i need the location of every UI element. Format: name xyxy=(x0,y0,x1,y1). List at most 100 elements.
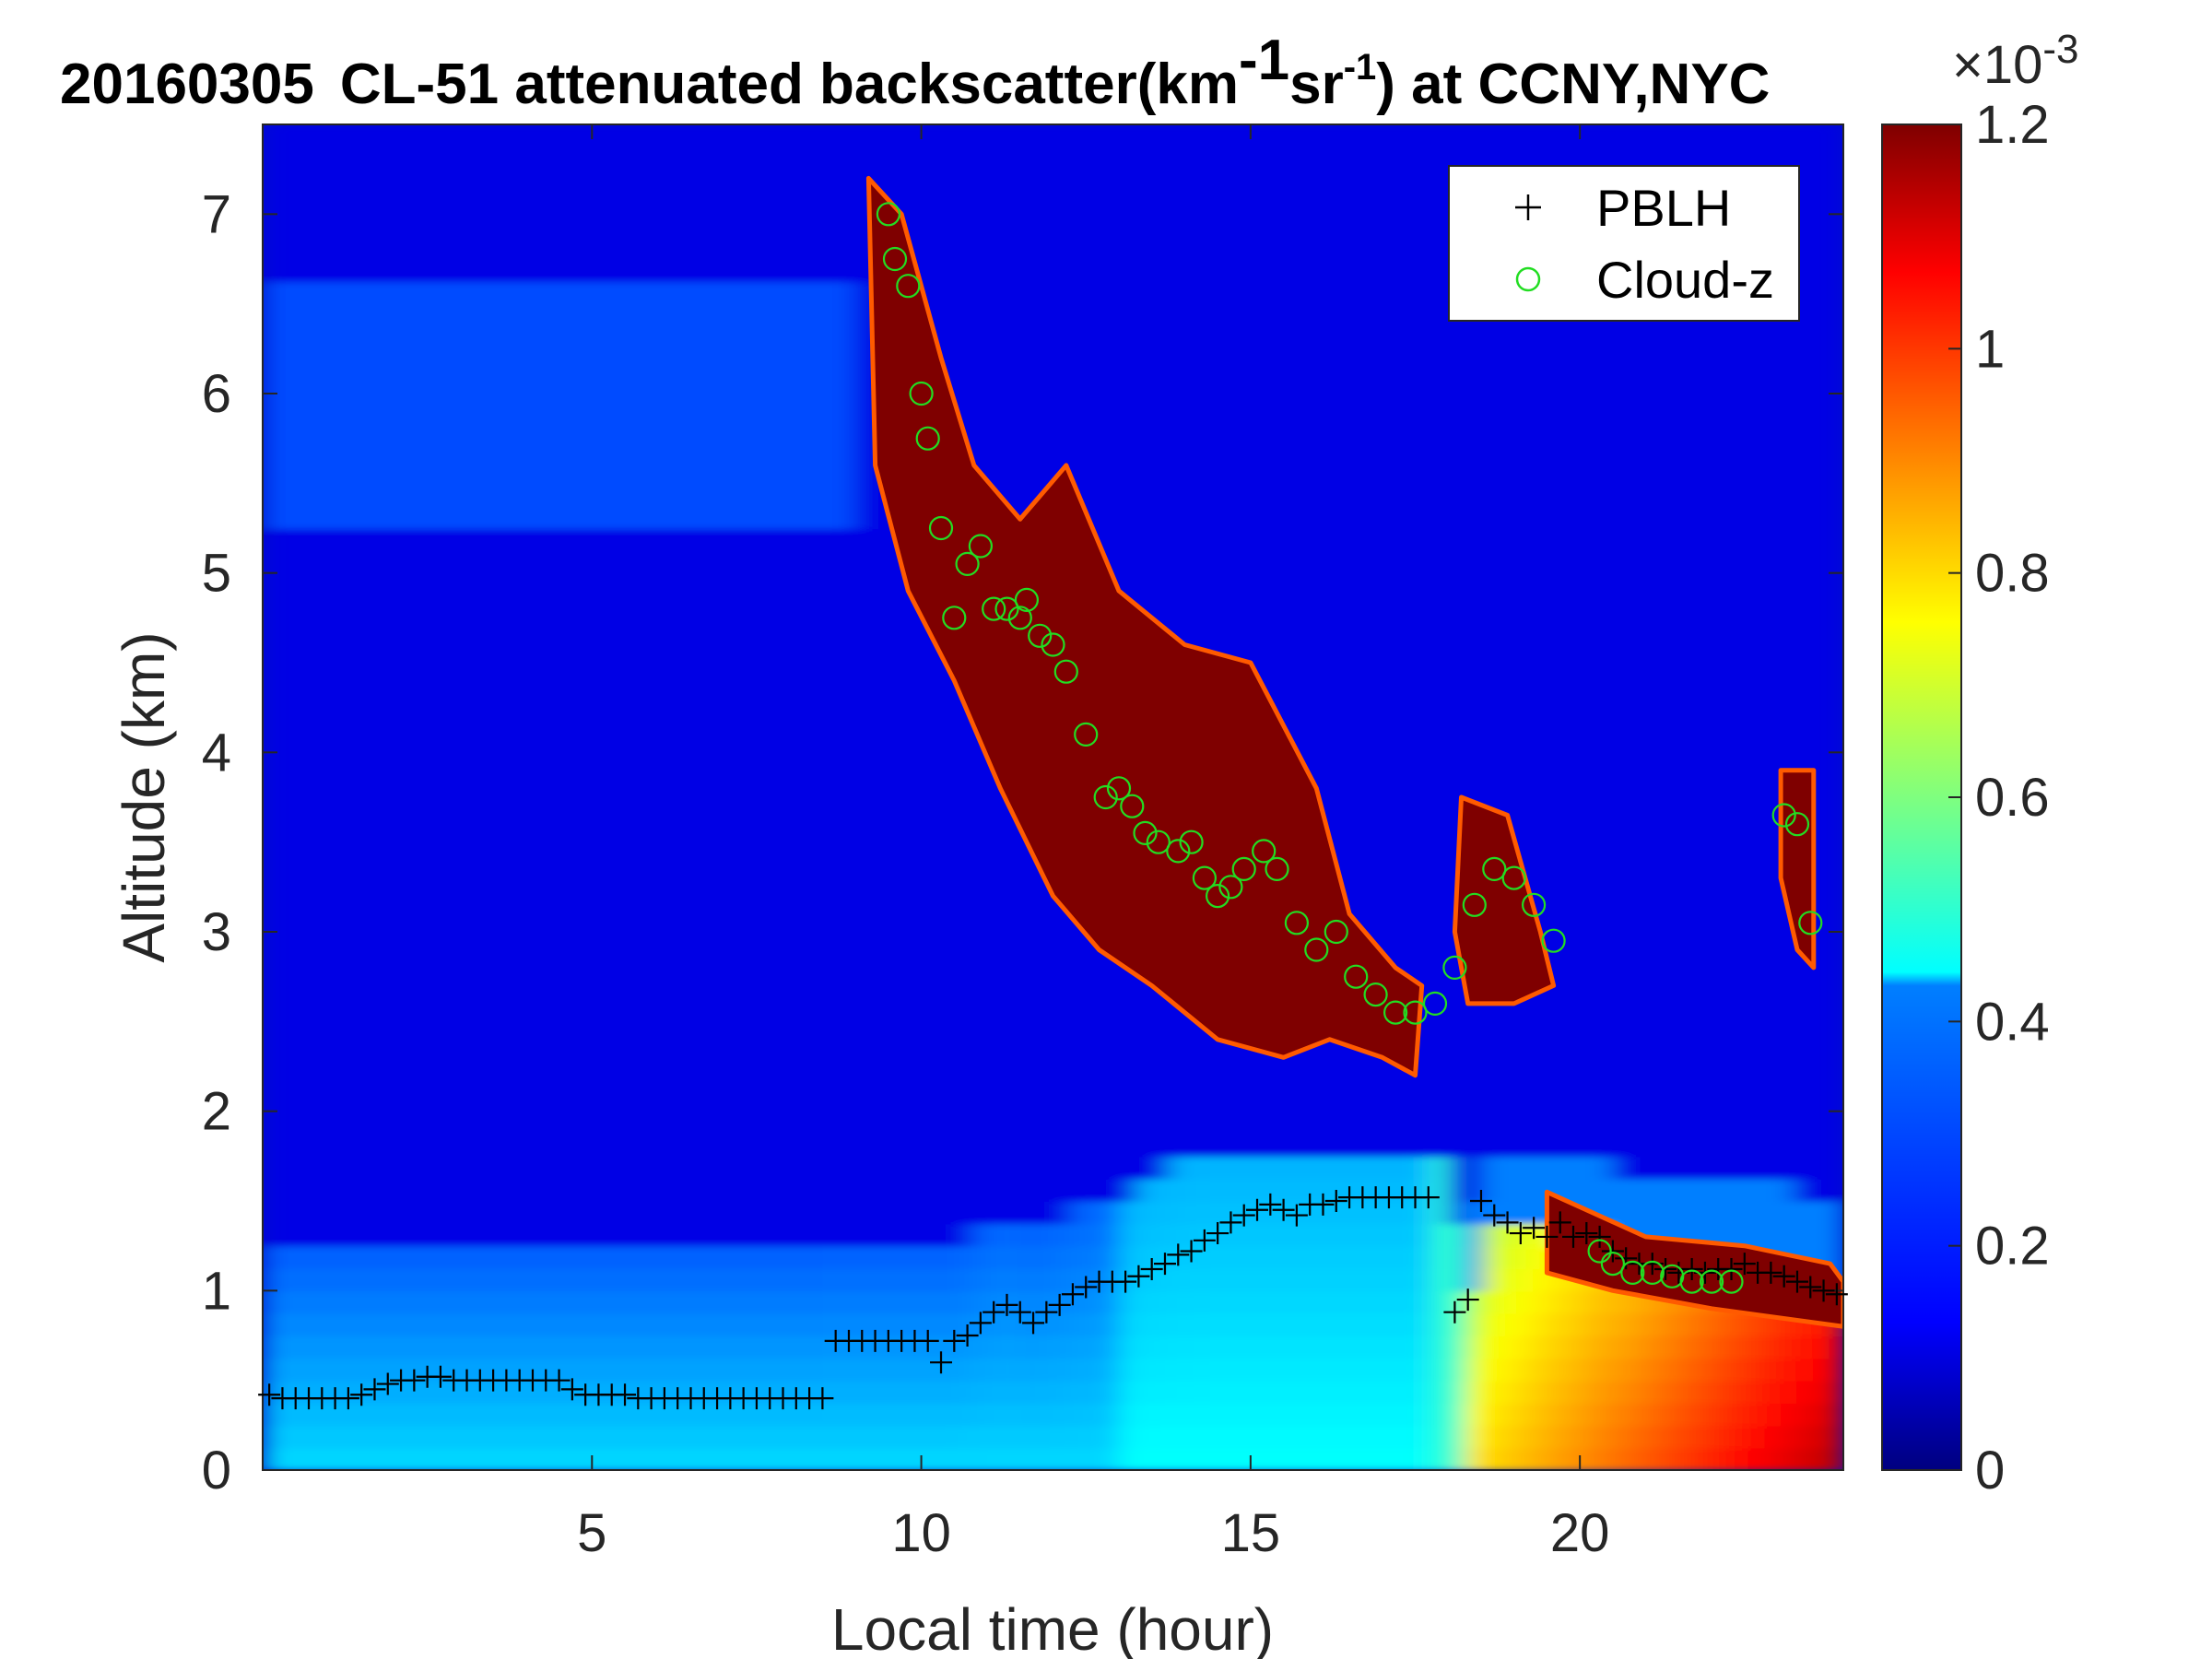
cloud-region xyxy=(1544,1189,1843,1329)
cloud-z-point xyxy=(876,202,901,227)
pblh-point xyxy=(547,1369,571,1392)
pblh-point xyxy=(1206,1222,1230,1245)
pblh-point xyxy=(1785,1270,1808,1293)
x-axis-label: Local time (hour) xyxy=(831,1596,1274,1659)
x-tick-label: 10 xyxy=(891,1503,951,1563)
cloud-z-point xyxy=(968,534,994,559)
pblh-point xyxy=(1061,1283,1084,1306)
cloud-z-point xyxy=(1231,856,1256,882)
pblh-point xyxy=(1312,1193,1335,1216)
legend-cloud-marker xyxy=(1515,266,1541,292)
y-tick-label: 1 xyxy=(202,1261,231,1321)
pblh-point xyxy=(1035,1300,1058,1324)
pblh-point xyxy=(1456,1288,1479,1312)
cloud-z-point xyxy=(1363,982,1388,1007)
pblh-point xyxy=(943,1329,966,1352)
backscatter-heatmap xyxy=(263,124,1843,1470)
cloud-z-point xyxy=(1798,911,1823,935)
cloud-z-point xyxy=(1041,632,1065,657)
legend-pblh-label: PBLH xyxy=(1596,179,1731,237)
colorbar-tick-label: 0.4 xyxy=(1975,992,2050,1052)
pblh-point xyxy=(1008,1300,1031,1324)
pblh-point xyxy=(1483,1204,1506,1227)
cloud-z-point xyxy=(1442,955,1467,981)
pblh-point xyxy=(1048,1293,1071,1316)
cloud-z-point xyxy=(942,606,967,630)
cloud-z-point xyxy=(1600,1251,1626,1277)
pblh-point xyxy=(1193,1229,1216,1252)
pblh-point xyxy=(1615,1247,1638,1270)
cloud-z-point xyxy=(1133,820,1158,846)
cloud-z-point xyxy=(915,426,940,451)
legend-box xyxy=(1448,165,1800,322)
cloud-z-point xyxy=(1218,875,1243,900)
x-tick-label: 5 xyxy=(577,1503,606,1563)
pblh-point xyxy=(1535,1225,1559,1248)
pblh-point xyxy=(1759,1261,1783,1284)
cloud-z-series xyxy=(876,202,1823,1294)
y-tick-label: 7 xyxy=(202,184,231,244)
cloud-z-point xyxy=(1166,839,1191,864)
cloud-z-point xyxy=(1344,964,1369,989)
colorbar-gradient xyxy=(1881,124,1962,1471)
plot-frame xyxy=(262,124,1844,1471)
cloud-z-point xyxy=(1106,776,1132,801)
pblh-point xyxy=(1562,1225,1585,1248)
pblh-point xyxy=(614,1383,637,1406)
pblh-point xyxy=(811,1387,834,1410)
pblh-point xyxy=(1588,1225,1611,1248)
cloud-z-point xyxy=(1382,1000,1408,1025)
y-axis: 0 1 2 3 4 5 6 7 xyxy=(202,184,1843,1500)
pblh-point xyxy=(995,1293,1018,1316)
cloud-z-point xyxy=(1679,1269,1704,1294)
pblh-point xyxy=(1812,1279,1835,1302)
pblh-point xyxy=(1075,1276,1098,1299)
cloud-z-point xyxy=(1521,892,1547,917)
x-axis: 5 10 15 20 xyxy=(577,124,1609,1563)
cloud-z-point xyxy=(1403,1000,1428,1025)
y-tick-label: 5 xyxy=(202,544,231,604)
pblh-point xyxy=(1680,1257,1703,1280)
colorbar-tick-label: 1.2 xyxy=(1975,95,2050,155)
pblh-point xyxy=(1825,1283,1848,1306)
pblh-point xyxy=(1469,1190,1492,1212)
pblh-point xyxy=(1720,1257,1743,1280)
pblh-point xyxy=(258,1383,281,1406)
cloud-z-point xyxy=(1028,623,1053,648)
cloud-region xyxy=(865,175,1425,1078)
pblh-point xyxy=(1114,1270,1137,1293)
pblh-point xyxy=(429,1365,452,1388)
pblh-point xyxy=(1733,1253,1756,1276)
y-tick-label: 4 xyxy=(202,723,231,782)
pblh-point xyxy=(376,1372,399,1395)
pblh-point xyxy=(1140,1257,1163,1280)
cloud-z-point xyxy=(1205,883,1230,909)
cloud-z-point xyxy=(1462,892,1487,917)
cloud-z-point xyxy=(909,381,934,406)
cloud-z-point xyxy=(1093,784,1118,810)
cloud-z-point xyxy=(928,515,954,541)
legend: PBLH Cloud-z xyxy=(1448,165,1800,322)
pblh-point xyxy=(1272,1198,1295,1221)
cloud-z-point xyxy=(896,274,921,299)
colorbar-exponent: ×10-3 xyxy=(1952,27,2079,95)
legend-cloud-label: Cloud-z xyxy=(1596,251,1774,309)
pblh-point xyxy=(1285,1204,1308,1227)
cloud-z-point xyxy=(1482,856,1507,882)
pblh-point xyxy=(1496,1211,1519,1234)
y-tick-label: 6 xyxy=(202,364,231,424)
cloud-z-point xyxy=(1014,587,1040,613)
y-tick-label: 3 xyxy=(202,902,231,962)
cloud-z-point xyxy=(994,596,1019,621)
pblh-point xyxy=(1180,1240,1203,1263)
y-axis-label: Altitude (km) xyxy=(111,631,177,962)
pblh-point xyxy=(1417,1186,1440,1209)
cloud-z-point xyxy=(1699,1269,1724,1294)
pblh-point xyxy=(982,1300,1006,1324)
pblh-point xyxy=(956,1324,979,1347)
x-tick-label: 15 xyxy=(1221,1503,1281,1563)
colorbar-tick-label: 0.2 xyxy=(1975,1217,2050,1277)
colorbar-tick-label: 1 xyxy=(1975,319,2005,379)
cloud-z-point xyxy=(1501,865,1526,890)
